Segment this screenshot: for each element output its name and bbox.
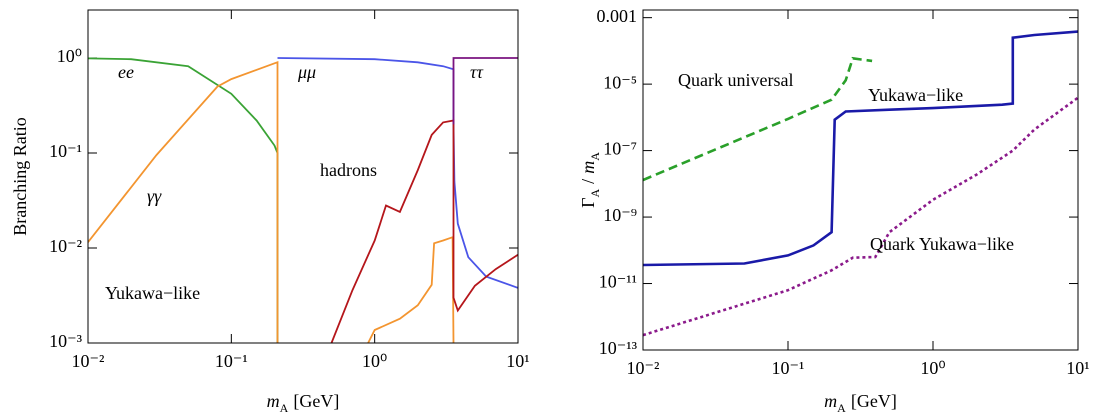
x-tick-label: 10⁻² bbox=[627, 358, 660, 378]
series-label: Quark universal bbox=[678, 70, 793, 90]
series-label: Yukawa−like bbox=[868, 85, 963, 105]
series-label: μμ bbox=[297, 62, 316, 82]
series-line bbox=[88, 61, 455, 343]
axis-title-part: m bbox=[824, 391, 837, 411]
x-tick-label: 10¹ bbox=[1066, 358, 1089, 378]
series-label: ττ bbox=[470, 62, 483, 82]
y-tick-label: 10⁻⁹ bbox=[603, 205, 637, 225]
axis-title-part: A bbox=[588, 188, 602, 197]
axis-title-part: A bbox=[588, 152, 602, 161]
y-tick-label: 10⁻³ bbox=[49, 331, 83, 351]
series-line bbox=[452, 57, 518, 125]
series-line bbox=[643, 30, 1078, 267]
series-line bbox=[277, 57, 518, 289]
annotation: Yukawa−like bbox=[105, 283, 200, 303]
series-label: ee bbox=[118, 62, 134, 82]
x-tick-label: 10⁻² bbox=[72, 351, 105, 371]
axis-title: Branching Ratio bbox=[10, 117, 30, 235]
series-line bbox=[643, 96, 1078, 337]
axis-title-part: m bbox=[578, 161, 598, 174]
axis-title-part: m bbox=[267, 391, 280, 411]
x-tick-label: 10⁰ bbox=[362, 351, 387, 371]
series-line bbox=[330, 119, 518, 343]
axis-title-part: [GeV] bbox=[293, 391, 339, 411]
axis-title: mA [GeV] bbox=[267, 391, 340, 415]
y-tick-label: 10⁻² bbox=[49, 236, 82, 256]
plot-frame bbox=[87, 9, 519, 344]
x-tick-label: 10⁻¹ bbox=[215, 351, 248, 371]
y-tick-label: 10⁻⁵ bbox=[603, 72, 637, 92]
axis-title: mA [GeV] bbox=[824, 391, 897, 415]
x-tick-label: 10⁻¹ bbox=[772, 358, 805, 378]
axis-title: ΓA/mA bbox=[578, 152, 602, 208]
axis-title-part: Γ bbox=[578, 197, 598, 207]
axis-title-part: A bbox=[837, 401, 846, 415]
series-label: hadrons bbox=[320, 160, 377, 180]
y-tick-label: 10⁻¹¹ bbox=[599, 272, 637, 292]
y-tick-label: 10⁻¹ bbox=[49, 141, 82, 161]
series-line bbox=[643, 56, 873, 182]
y-tick-label: 0.001 bbox=[597, 6, 638, 26]
series-label: Quark Yukawa−like bbox=[870, 234, 1014, 254]
plot-frame bbox=[642, 9, 1079, 351]
axis-title-part: / bbox=[578, 179, 598, 184]
y-tick-label: 10⁻⁷ bbox=[603, 139, 637, 159]
x-tick-label: 10⁰ bbox=[920, 358, 945, 378]
axis-title-part: A bbox=[280, 401, 289, 415]
y-tick-label: 10⁻¹³ bbox=[599, 338, 638, 358]
y-tick-label: 10⁰ bbox=[57, 46, 82, 66]
x-tick-label: 10¹ bbox=[506, 351, 529, 371]
series-label: γγ bbox=[147, 186, 162, 206]
axis-title-part: [GeV] bbox=[851, 391, 897, 411]
